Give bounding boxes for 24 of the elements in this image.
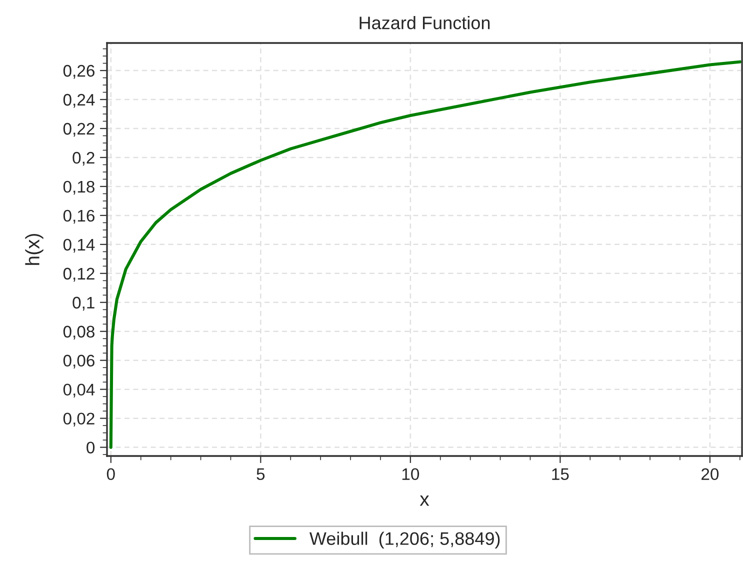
- y-tick-label: 0,06: [63, 354, 94, 369]
- y-tick-label: 0,16: [63, 210, 94, 224]
- y-tick-label: 0,04: [63, 384, 95, 398]
- y-tick-label: 0: [86, 442, 95, 454]
- y-tick-label: 0,02: [63, 412, 94, 426]
- x-tick-label: 15: [552, 468, 569, 480]
- x-axis-title: x: [420, 495, 430, 506]
- y-tick-label: 0,14: [63, 238, 95, 253]
- chart-title: Hazard Function: [360, 16, 490, 30]
- y-tick-label: 0,22: [63, 122, 94, 137]
- x-tick-label: 20: [702, 468, 719, 480]
- y-tick-label: 0,2: [72, 152, 94, 166]
- line-series: [109, 60, 742, 449]
- y-tick-label: 0,12: [63, 268, 94, 282]
- y-tick-label: 0,18: [63, 180, 94, 195]
- x-tick-label: 10: [402, 468, 420, 480]
- y-tick-label: 0,08: [63, 326, 94, 340]
- x-tick-label: 5: [256, 468, 265, 480]
- y-axis-title: h(x): [25, 234, 44, 265]
- x-tick-label: 0: [106, 468, 115, 480]
- y-tick-label: 0,24: [63, 94, 95, 108]
- y-tick-label: 0,1: [72, 296, 94, 311]
- legend-label: Weibull (1,206; 5,8849): [309, 532, 500, 549]
- y-tick-label: 0,26: [63, 64, 94, 79]
